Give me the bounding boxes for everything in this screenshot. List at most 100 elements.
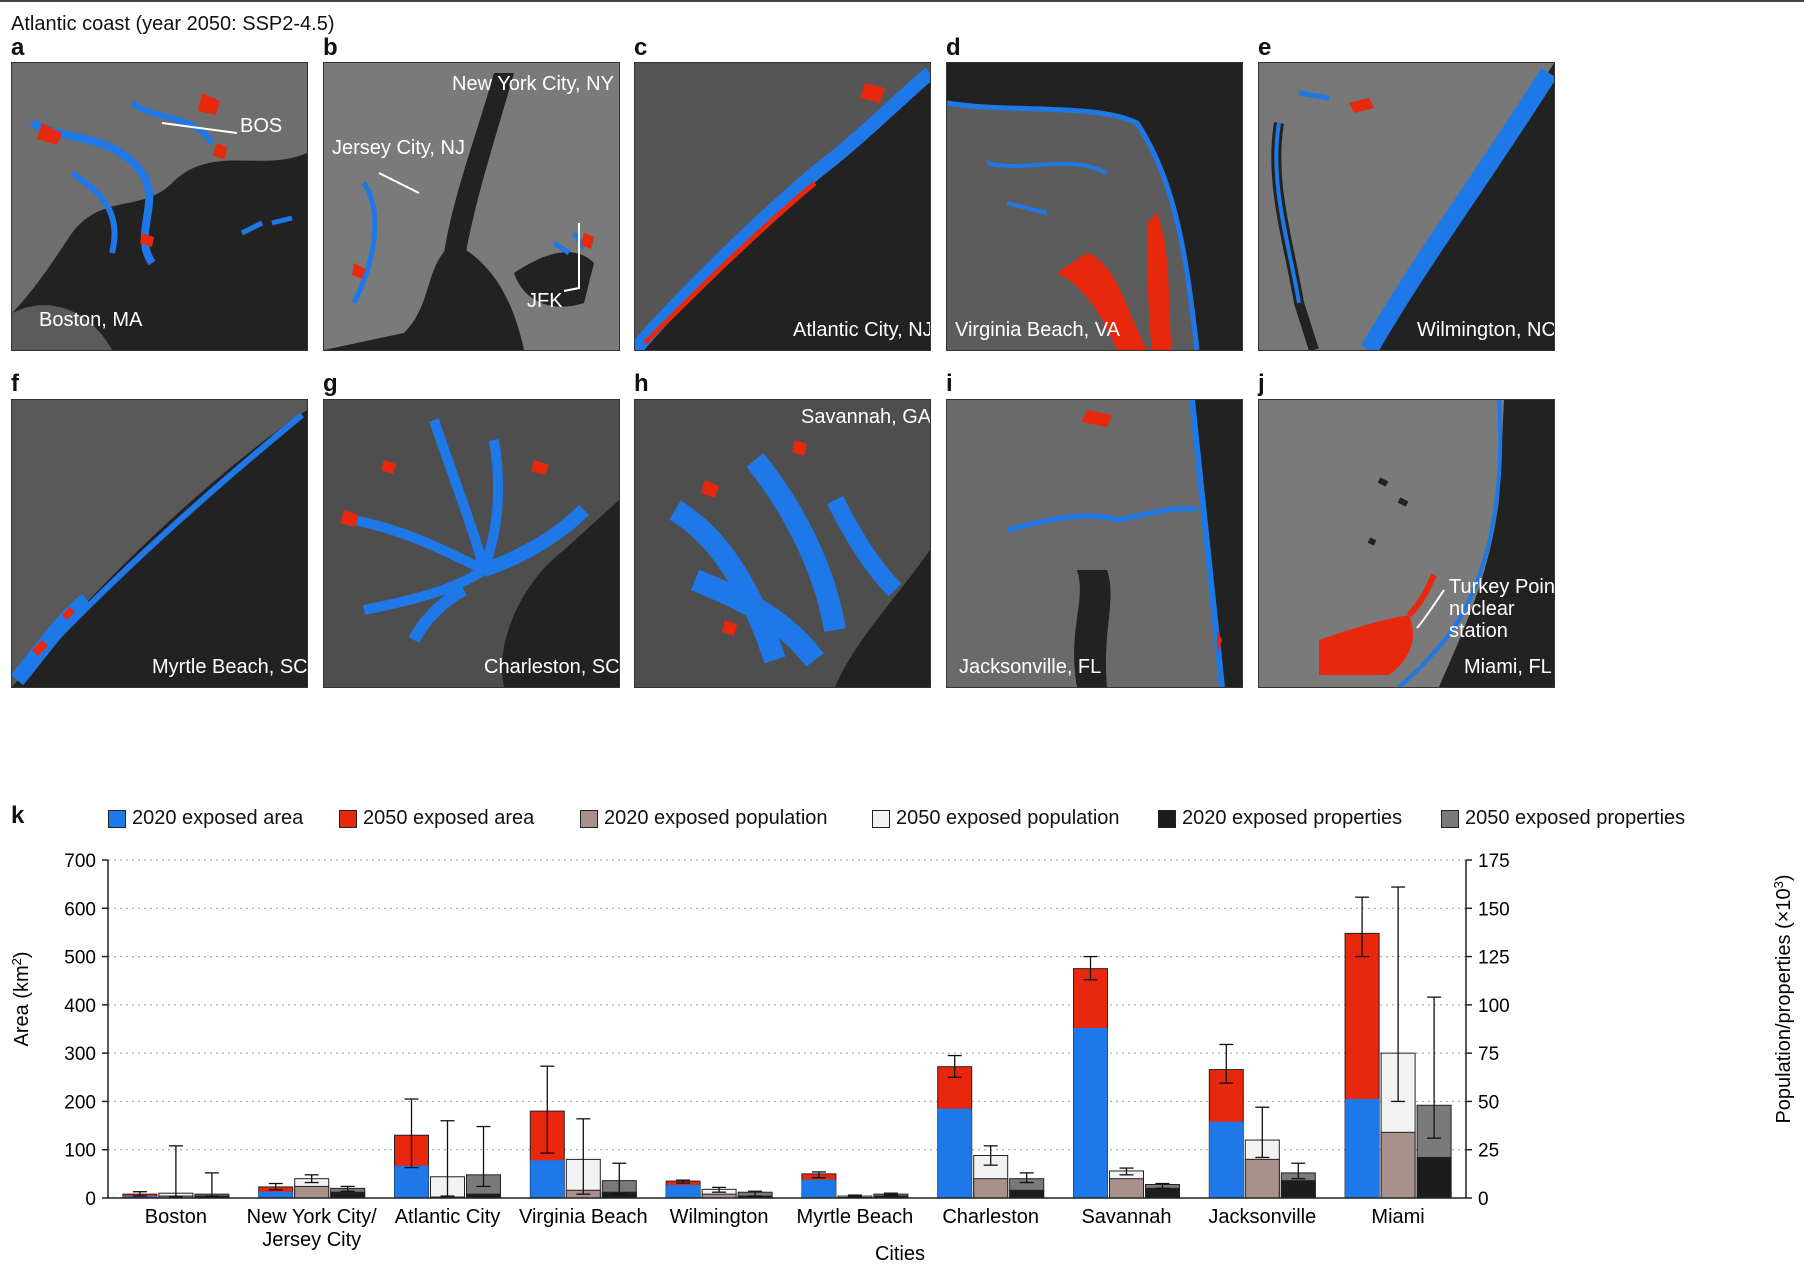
legend-prop-2020: 2020 exposed properties (1158, 807, 1402, 830)
y-axis-left-label: Area (km2) (9, 951, 33, 1046)
legend-swatch-area-2020 (108, 809, 126, 828)
category-label: Charleston (942, 1206, 1039, 1228)
y-axis-left-label-sup: 2 (9, 958, 24, 965)
bar-area-2020 (666, 1184, 701, 1198)
map-charleston: Charleston, SC (323, 399, 620, 688)
map-savannah-label: Savannah, GA (801, 406, 931, 428)
category-label: Atlantic City (395, 1206, 501, 1228)
map-miami-label: Miami, FL (1464, 656, 1552, 678)
map-boston-image (12, 63, 307, 350)
map-new-york: New York City, NY Jersey City, NJ JFK (323, 62, 620, 351)
y-right-tick-label: 50 (1478, 1092, 1499, 1113)
map-boston-city-label: Boston, MA (39, 309, 143, 331)
panel-letter-b: b (323, 34, 338, 61)
category-label-line2: Jersey City (262, 1229, 361, 1251)
category-label: New York City/ (247, 1206, 377, 1228)
y-axis-right-label-sup: 3 (1771, 881, 1786, 888)
bar-area-2020 (258, 1191, 293, 1198)
bar-chart: 0 100 200 300 400 500 600 700 0 25 50 75 100 125 150 17… (9, 851, 1795, 1265)
map-nyc-label: New York City, NY (452, 73, 614, 95)
map-virginia-beach-image (947, 63, 1242, 350)
panel-letter-a: a (11, 34, 25, 61)
category-label: Wilmington (670, 1206, 769, 1228)
legend-pop-2050: 2050 exposed population (872, 807, 1120, 830)
map-myrtle-beach: Myrtle Beach, SC (11, 399, 308, 688)
map-charleston-image (324, 400, 619, 687)
y-right-tick-label: 175 (1478, 851, 1510, 872)
y-left-tick-label: 600 (64, 899, 96, 920)
y-right-tick-label: 25 (1478, 1141, 1499, 1162)
map-myrtle-beach-label: Myrtle Beach, SC (152, 656, 308, 678)
y-axis-left-label-end: ) (11, 951, 33, 958)
map-charleston-label: Charleston, SC (484, 656, 620, 678)
y-right-tick-label: 100 (1478, 996, 1510, 1017)
map-turkey-point-label-3: station (1449, 620, 1508, 642)
map-boston-bos-label: BOS (240, 115, 283, 137)
legend-label-area-2050: 2050 exposed area (363, 807, 535, 829)
y-right-tick-label: 75 (1478, 1044, 1499, 1065)
y-left-tick-label: 100 (64, 1141, 96, 1162)
legend-area-2050: 2050 exposed area (339, 807, 534, 830)
y-left-tick-label: 400 (64, 996, 96, 1017)
panel-letter-f: f (11, 370, 19, 397)
map-atlantic-city: Atlantic City, NJ (634, 62, 931, 351)
panel-letter-c: c (634, 34, 648, 61)
panel-letter-i: i (946, 370, 953, 397)
bar-population-2020 (1380, 1131, 1416, 1199)
category-label: Savannah (1081, 1206, 1171, 1228)
legend-label-pop-2050: 2050 exposed population (896, 807, 1120, 829)
legend-swatch-pop-2020 (580, 809, 598, 828)
y-left-tick-label: 300 (64, 1044, 96, 1065)
map-myrtle-beach-image (12, 400, 307, 687)
panel-letter-g: g (323, 370, 338, 397)
y-right-tick-label: 150 (1478, 899, 1510, 920)
map-atlantic-city-label: Atlantic City, NJ (793, 319, 931, 341)
category-label: Boston (145, 1206, 207, 1228)
bar-properties-2020 (330, 1191, 366, 1199)
bar-properties-2020 (1416, 1156, 1452, 1199)
legend-label-pop-2020: 2020 exposed population (604, 807, 828, 829)
chart-bars (122, 886, 1452, 1199)
map-jacksonville-image (947, 400, 1242, 687)
category-label: Jacksonville (1208, 1206, 1316, 1228)
bar-area-2020 (1345, 1099, 1380, 1198)
legend-prop-2050: 2050 exposed properties (1441, 807, 1685, 830)
legend-swatch-area-2050 (339, 809, 357, 828)
map-jfk-label: JFK (527, 290, 563, 312)
bar-properties-2020 (1009, 1189, 1045, 1199)
map-miami: Turkey Point nuclear station Miami, FL (1258, 399, 1555, 688)
legend-swatch-pop-2050 (872, 809, 890, 828)
panel-letter-j: j (1258, 370, 1265, 397)
chart-ticks: 0 100 200 300 400 500 600 700 0 25 50 75 100 125 150 17… (64, 851, 1509, 1210)
bar-population-2020 (973, 1178, 1009, 1199)
map-wilmington: Wilmington, NC (1258, 62, 1555, 351)
y-axis-left-label-main: Area (km (11, 965, 33, 1046)
map-virginia-beach-label: Virginia Beach, VA (955, 319, 1120, 341)
bar-area-2020 (394, 1165, 429, 1198)
map-wilmington-label: Wilmington, NC (1417, 319, 1555, 341)
y-left-tick-label: 500 (64, 948, 96, 969)
panel-letter-e: e (1258, 34, 1272, 61)
y-right-tick-label: 0 (1478, 1189, 1489, 1210)
bar-population-2020 (1109, 1178, 1144, 1199)
figure-title: Atlantic coast (year 2050: SSP2-4.5) (11, 13, 335, 35)
legend-label-prop-2020: 2020 exposed properties (1182, 807, 1403, 829)
y-right-tick-label: 125 (1478, 948, 1510, 969)
legend-area-2020: 2020 exposed area (108, 807, 303, 830)
map-boston: BOS Boston, MA (11, 62, 308, 351)
legend-pop-2020: 2020 exposed population (580, 807, 828, 830)
bar-area-2020 (122, 1196, 157, 1198)
map-jacksonville-label: Jacksonville, FL (959, 656, 1102, 678)
legend-swatch-prop-2020 (1158, 809, 1176, 828)
y-left-tick-label: 0 (85, 1189, 96, 1210)
panel-letter-d: d (946, 34, 961, 61)
bar-properties-2020 (1145, 1187, 1180, 1199)
y-left-tick-label: 700 (64, 851, 96, 872)
bar-area-2020 (1209, 1121, 1244, 1198)
map-turkey-point-label-2: nuclear (1449, 598, 1515, 620)
bar-area-2020 (530, 1160, 565, 1198)
map-jacksonville: Jacksonville, FL (946, 399, 1243, 688)
map-virginia-beach: Virginia Beach, VA (946, 62, 1243, 351)
chart-grid (108, 859, 1466, 1151)
legend-label-area-2020: 2020 exposed area (132, 807, 304, 829)
